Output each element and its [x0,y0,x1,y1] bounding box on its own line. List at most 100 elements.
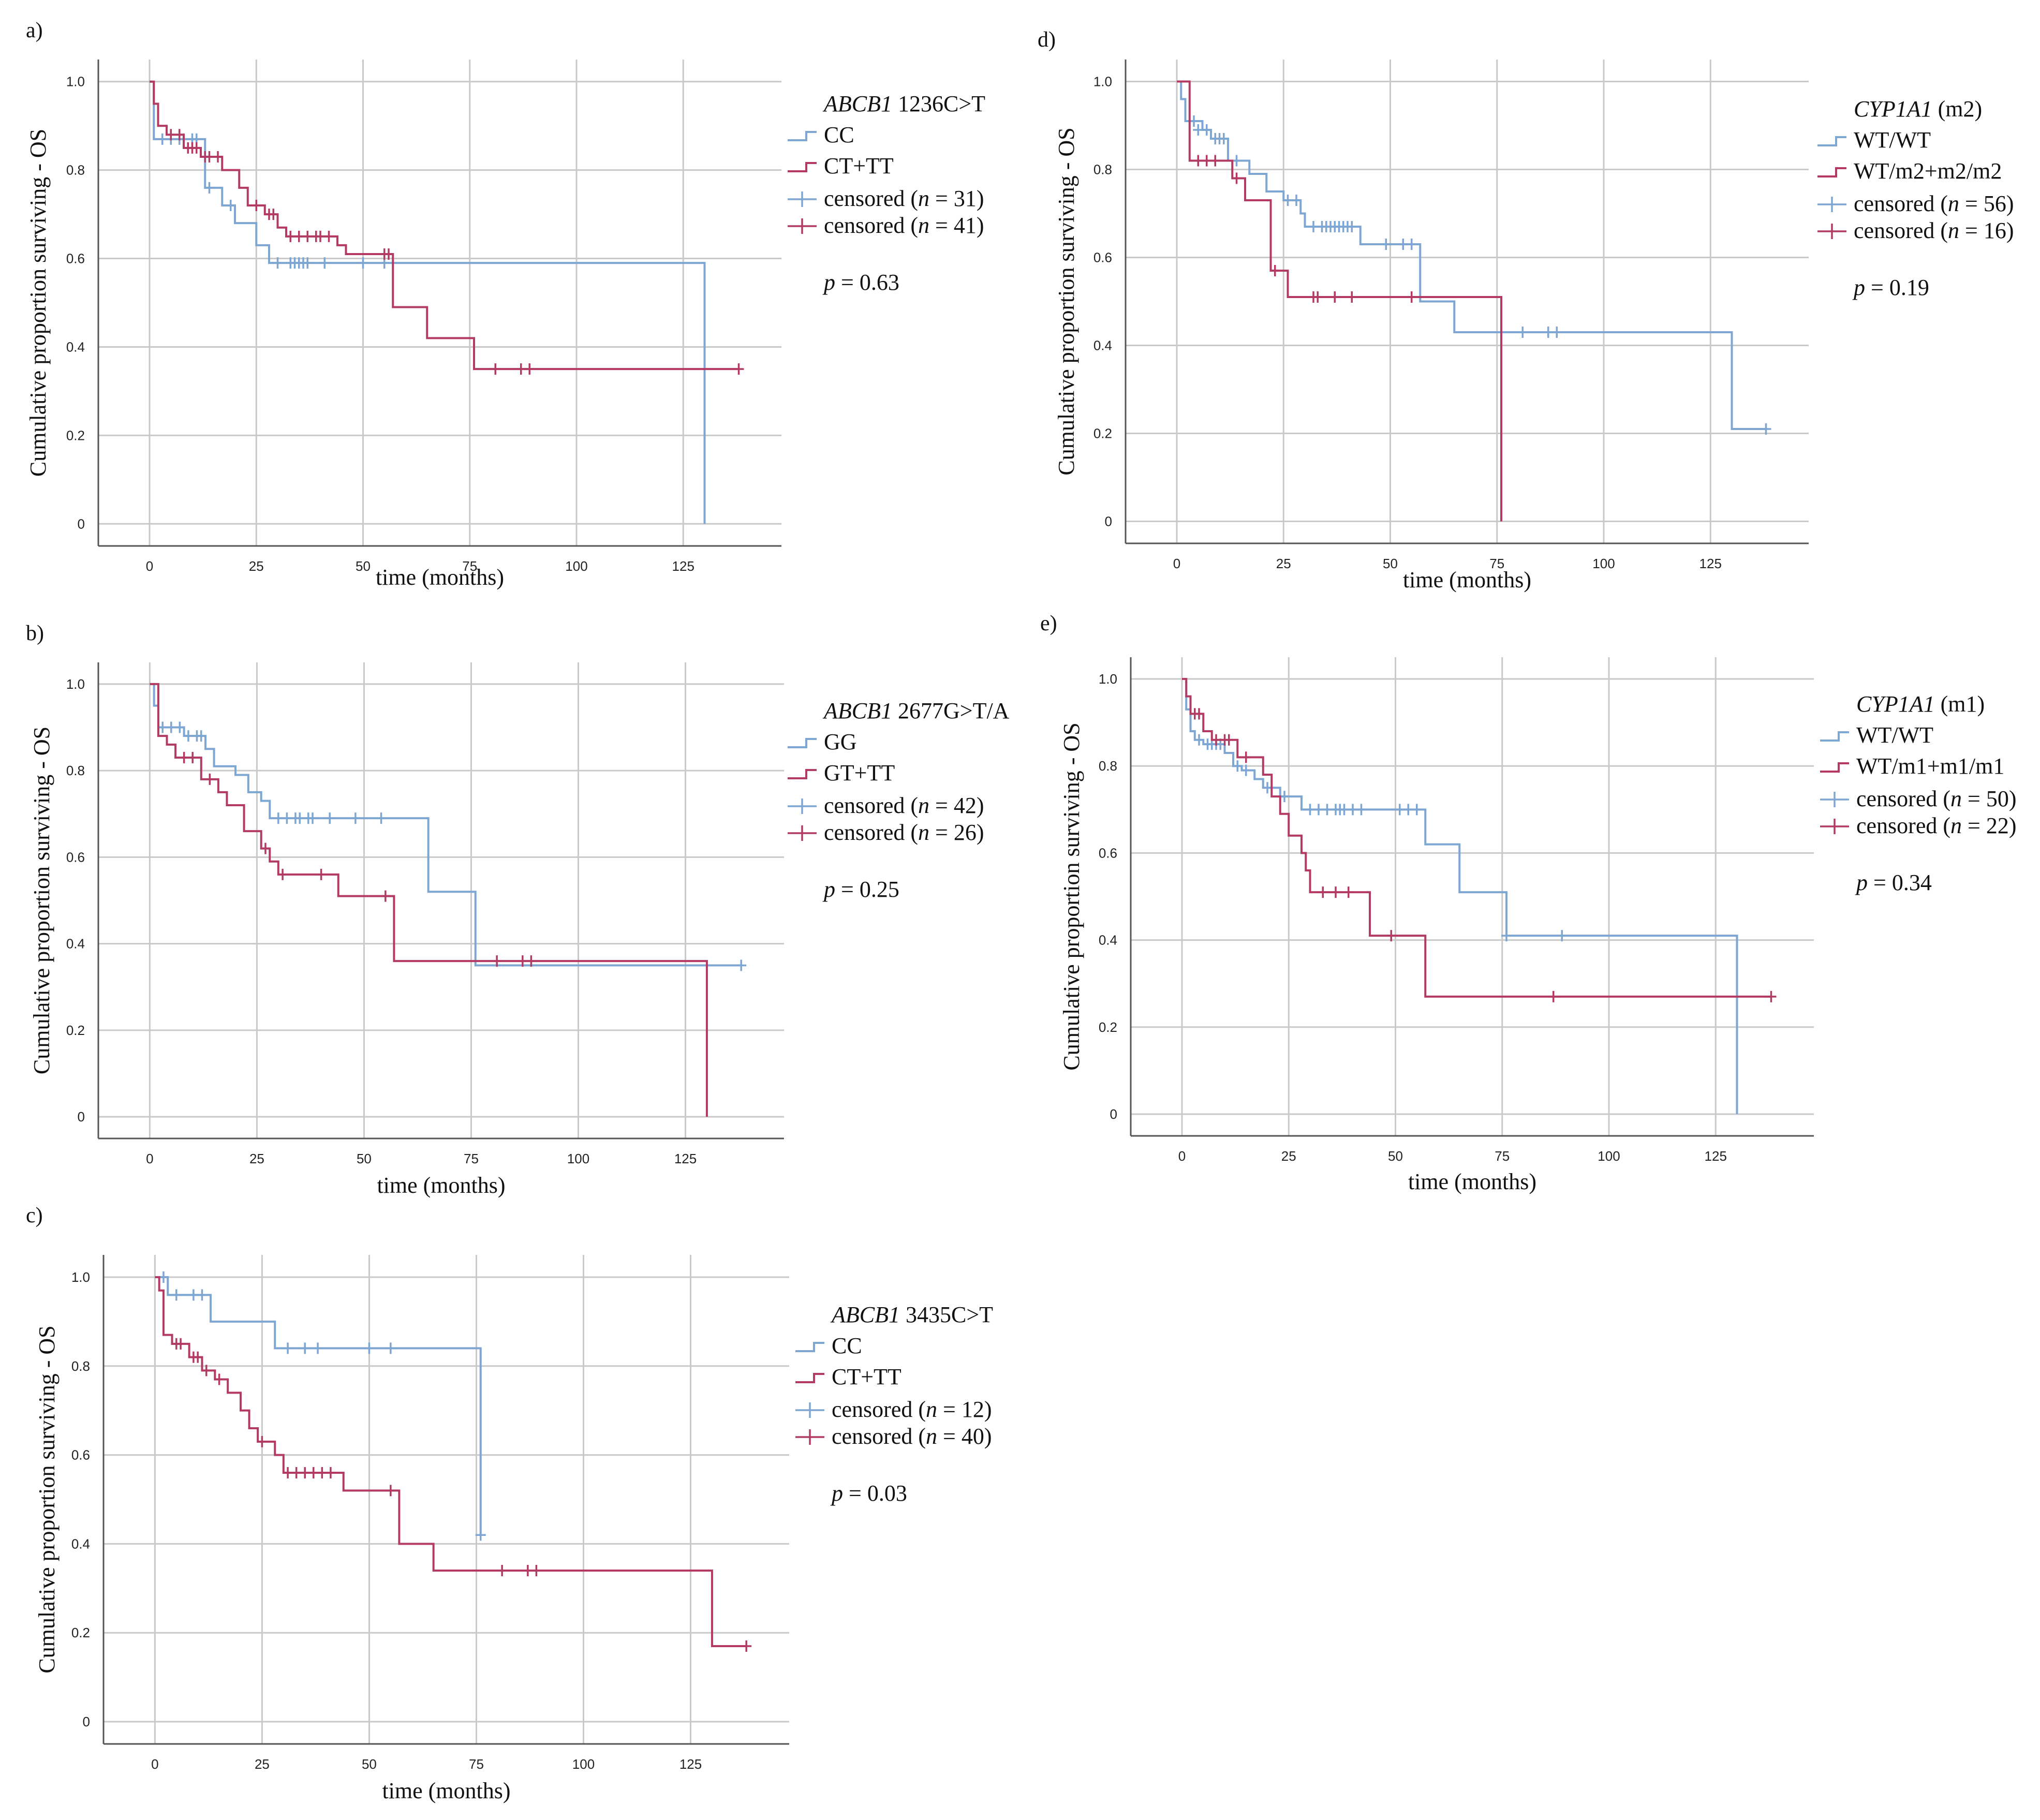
p-value: = 0.34 [1868,870,1932,895]
x-axis-label: time (months) [382,1778,510,1803]
censor-mark [307,812,318,824]
legend-gene: CYP1A1 [1854,96,1932,122]
censor-mark [260,842,271,854]
y-tick-label: 0.8 [66,162,85,178]
x-axis-label: time (months) [376,565,504,590]
censor-mark [1406,239,1417,250]
x-tick-label: 125 [679,1756,702,1772]
legend-line-swatch [1820,762,1849,773]
censor-mark [1517,327,1528,338]
legend-group-label: CT+TT [824,153,894,179]
x-tick-label: 0 [146,1151,153,1166]
legend-variant: 2677G>T/A [892,698,1010,723]
legend-n-value: = 56) [1959,191,2014,216]
x-tick-label: 100 [572,1756,595,1772]
x-tick-label: 75 [464,1151,479,1166]
censor-mark [733,363,744,375]
legend-n: n [918,820,929,845]
y-tick-label: 1.0 [66,74,85,90]
censor-mark [497,1564,508,1576]
legend-variant: (m1) [1935,691,1985,717]
legend-group-label: WT/WT [1856,722,1933,748]
censor-mark [225,200,236,211]
p-value: = 0.19 [1865,275,1929,300]
legend-censored-label: censored (n = 42) [824,793,984,818]
x-tick-label: 50 [362,1756,377,1772]
censor-mark [251,200,262,211]
legend-censored-label: censored (n = 26) [824,820,984,845]
p-value-label: p = 0.25 [822,877,899,902]
panel-letter: d) [1038,28,1056,52]
y-tick-label: 1.0 [1099,671,1117,687]
censor-mark [1557,930,1568,942]
x-tick-label: 125 [1705,1148,1727,1164]
y-tick-label: 0 [83,1714,90,1729]
legend-censored-word: censored ( [1856,813,1950,838]
censor-mark [1269,265,1280,276]
survival-curve-WT/m2+m2/m2 [1177,80,1502,522]
x-tick-label: 25 [255,1756,270,1772]
y-tick-label: 0.6 [71,1447,90,1463]
censor-mark [385,1485,396,1497]
x-tick-label: 0 [1178,1148,1186,1164]
censor-mark [257,1436,268,1447]
p-value-label: p = 0.63 [822,270,899,295]
legend-group-label: WT/WT [1854,127,1931,153]
legend-n: n [918,213,929,238]
km-panel-a: a) 0 25 50 75 100 125 0 0.2 0.4 0.6 0.8 1.0 time (mon… [25,19,985,590]
censor-mark [316,868,327,880]
y-tick-label: 0.4 [66,339,85,354]
legend-censor-swatch [1817,197,1846,212]
legend-censored-word: censored ( [1856,786,1950,811]
legend-censored-label: censored (n = 12) [832,1397,992,1422]
censor-mark [272,257,283,269]
x-tick-label: 25 [1276,556,1291,571]
legend-title: CYP1A1 (m2) [1854,96,1982,122]
legend-line-swatch [1817,167,1846,177]
censor-mark [187,752,198,763]
p-symbol: p [822,270,835,295]
y-tick-label: 0 [78,1109,85,1124]
legend-censored-word: censored ( [832,1424,926,1449]
legend-line-swatch [788,162,817,172]
censor-mark [277,868,288,880]
y-tick-label: 0.2 [66,427,85,443]
legend-n-value: = 40) [937,1424,992,1449]
legend-censored-word: censored ( [1854,218,1948,243]
y-axis-label: Cumulative proportion surviving - OS [29,727,54,1074]
censor-mark [1356,804,1367,816]
y-tick-label: 0 [78,516,85,531]
legend-n: n [1948,191,1959,216]
legend-censored-label: censored (n = 50) [1856,786,2016,811]
y-tick-label: 0.2 [1099,1019,1117,1035]
censor-mark [1231,172,1242,184]
legend-line-swatch [795,1342,824,1352]
censor-mark [1766,990,1777,1002]
legend-gene: ABCB1 [822,698,892,723]
legend-gene: ABCB1 [822,91,892,116]
censor-mark [492,955,502,967]
y-tick-label: 0.6 [1093,250,1112,265]
censor-mark [1223,734,1234,746]
survival-curve-WT/WT [1177,80,1766,430]
legend-gene: CYP1A1 [1856,691,1935,717]
p-value-label: p = 0.34 [1855,870,1932,895]
censor-mark [1312,291,1323,303]
y-tick-label: 0.4 [1093,338,1112,353]
y-axis-label: Cumulative proportion surviving - OS [34,1325,60,1673]
y-tick-label: 0.8 [66,763,85,778]
legend-censor-swatch [788,218,817,234]
legend-variant: (m2) [1932,96,1983,122]
y-tick-label: 0.8 [1099,758,1117,774]
x-tick-label: 100 [1598,1148,1620,1164]
x-tick-label: 0 [151,1756,158,1772]
censor-mark [1343,886,1354,898]
legend-group-label: GT+TT [824,760,895,786]
legend-n-value: = 16) [1959,218,2014,243]
p-value: = 0.25 [835,877,899,902]
censor-mark [350,812,361,824]
legend-censored-label: censored (n = 40) [832,1424,992,1449]
censor-mark [364,1342,375,1354]
censor-mark [1411,804,1422,816]
censor-mark [358,257,368,269]
